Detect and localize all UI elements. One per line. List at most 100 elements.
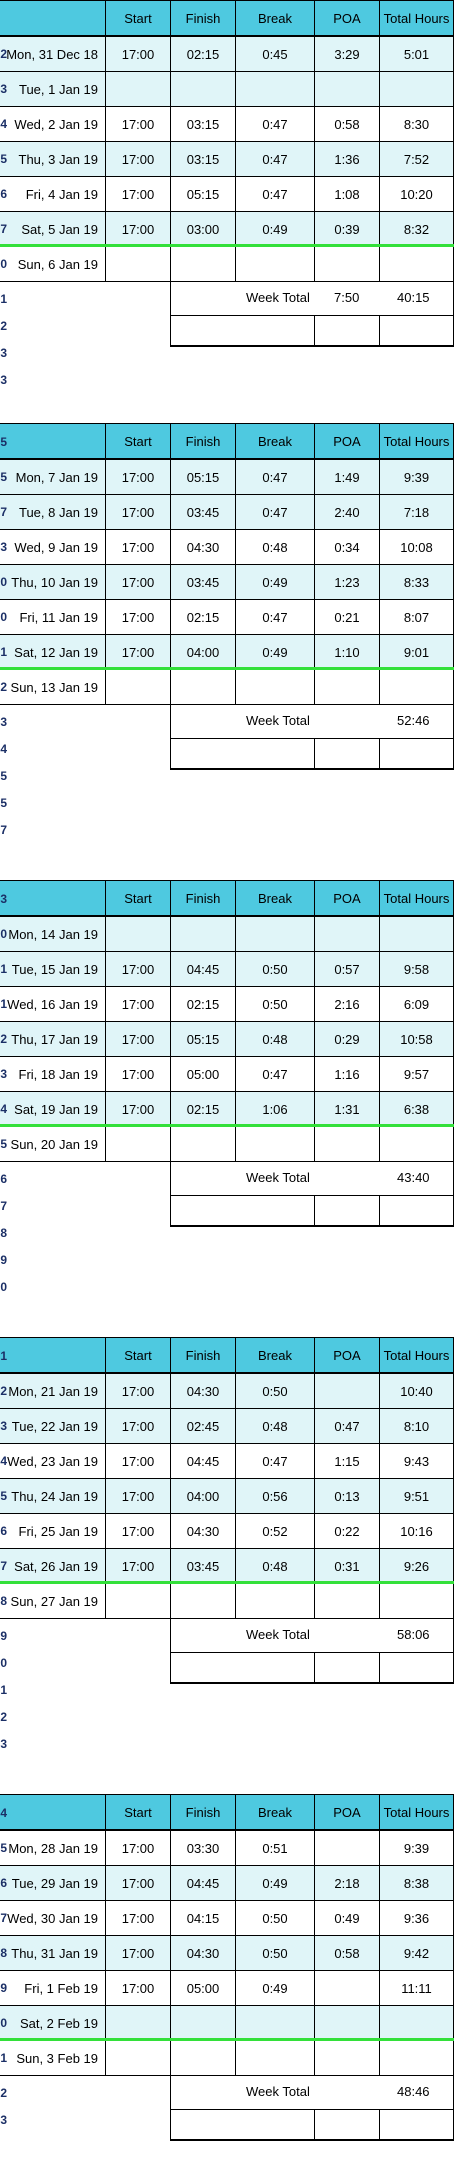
finish-cell[interactable]: 04:00	[170, 634, 236, 670]
finish-cell[interactable]: 02:45	[170, 1408, 236, 1444]
column-header-start[interactable]: Start	[105, 423, 171, 459]
poa-cell[interactable]: 0:21	[314, 599, 380, 635]
column-header-start[interactable]: Start	[105, 0, 171, 36]
break-cell[interactable]: 0:50	[235, 1373, 315, 1409]
poa-cell[interactable]	[314, 1583, 380, 1619]
break-cell[interactable]: 0:51	[235, 1830, 315, 1866]
poa-cell[interactable]: 1:08	[314, 176, 380, 212]
start-cell[interactable]: 17:00	[105, 106, 171, 142]
finish-cell[interactable]	[170, 1126, 236, 1162]
start-cell[interactable]: 17:00	[105, 529, 171, 565]
total-cell[interactable]	[379, 2040, 454, 2076]
column-header-total-hours[interactable]: Total Hours	[379, 423, 454, 459]
start-cell[interactable]: 17:00	[105, 951, 171, 987]
poa-cell[interactable]: 1:49	[314, 459, 380, 495]
column-header-poa[interactable]: POA	[314, 1337, 380, 1373]
break-cell[interactable]	[235, 669, 315, 705]
total-cell[interactable]: 11:11	[379, 1970, 454, 2006]
break-cell[interactable]: 0:56	[235, 1478, 315, 1514]
total-cell[interactable]	[379, 2005, 454, 2041]
poa-cell[interactable]: 0:47	[314, 1408, 380, 1444]
start-cell[interactable]	[105, 669, 171, 705]
column-header-break[interactable]: Break	[235, 1337, 315, 1373]
total-cell[interactable]: 9:39	[379, 459, 454, 495]
poa-cell[interactable]: 0:49	[314, 1900, 380, 1936]
column-header-total-hours[interactable]: Total Hours	[379, 0, 454, 36]
break-cell[interactable]	[235, 1126, 315, 1162]
start-cell[interactable]: 17:00	[105, 1900, 171, 1936]
start-cell[interactable]: 17:00	[105, 1970, 171, 2006]
start-cell[interactable]: 17:00	[105, 1056, 171, 1092]
break-cell[interactable]: 0:47	[235, 599, 315, 635]
poa-cell[interactable]: 0:39	[314, 211, 380, 247]
poa-cell[interactable]: 0:57	[314, 951, 380, 987]
poa-cell[interactable]: 1:23	[314, 564, 380, 600]
poa-cell[interactable]: 2:40	[314, 494, 380, 530]
finish-cell[interactable]: 03:45	[170, 494, 236, 530]
column-header-poa[interactable]: POA	[314, 0, 380, 36]
break-cell[interactable]: 0:49	[235, 1970, 315, 2006]
break-cell[interactable]: 0:50	[235, 986, 315, 1022]
total-cell[interactable]: 8:30	[379, 106, 454, 142]
finish-cell[interactable]: 02:15	[170, 986, 236, 1022]
break-cell[interactable]: 0:49	[235, 634, 315, 670]
start-cell[interactable]: 17:00	[105, 211, 171, 247]
finish-cell[interactable]: 02:15	[170, 599, 236, 635]
total-cell[interactable]: 8:07	[379, 599, 454, 635]
break-cell[interactable]: 0:48	[235, 529, 315, 565]
break-cell[interactable]: 0:47	[235, 141, 315, 177]
poa-cell[interactable]	[314, 916, 380, 952]
finish-cell[interactable]: 03:15	[170, 141, 236, 177]
break-cell[interactable]: 0:48	[235, 1408, 315, 1444]
break-cell[interactable]: 1:06	[235, 1091, 315, 1127]
total-cell[interactable]: 10:40	[379, 1373, 454, 1409]
finish-cell[interactable]: 04:30	[170, 529, 236, 565]
break-cell[interactable]: 0:50	[235, 951, 315, 987]
break-cell[interactable]: 0:48	[235, 1021, 315, 1057]
start-cell[interactable]	[105, 2040, 171, 2076]
break-cell[interactable]: 0:47	[235, 459, 315, 495]
total-cell[interactable]: 9:57	[379, 1056, 454, 1092]
poa-cell[interactable]: 0:13	[314, 1478, 380, 1514]
break-cell[interactable]: 0:47	[235, 176, 315, 212]
total-cell[interactable]	[379, 669, 454, 705]
start-cell[interactable]: 17:00	[105, 1443, 171, 1479]
start-cell[interactable]: 17:00	[105, 494, 171, 530]
break-cell[interactable]	[235, 916, 315, 952]
poa-cell[interactable]: 1:31	[314, 1091, 380, 1127]
column-header-start[interactable]: Start	[105, 1794, 171, 1830]
total-cell[interactable]: 9:26	[379, 1548, 454, 1584]
start-cell[interactable]: 17:00	[105, 986, 171, 1022]
finish-cell[interactable]: 04:45	[170, 1443, 236, 1479]
total-cell[interactable]: 9:42	[379, 1935, 454, 1971]
finish-cell[interactable]: 03:45	[170, 564, 236, 600]
column-header-break[interactable]: Break	[235, 0, 315, 36]
start-cell[interactable]: 17:00	[105, 36, 171, 72]
break-cell[interactable]	[235, 2005, 315, 2041]
poa-cell[interactable]: 0:34	[314, 529, 380, 565]
total-cell[interactable]	[379, 246, 454, 282]
break-cell[interactable]	[235, 1583, 315, 1619]
finish-cell[interactable]: 04:15	[170, 1900, 236, 1936]
column-header-finish[interactable]: Finish	[170, 1337, 236, 1373]
start-cell[interactable]: 17:00	[105, 1091, 171, 1127]
finish-cell[interactable]	[170, 916, 236, 952]
column-header-total-hours[interactable]: Total Hours	[379, 1794, 454, 1830]
poa-cell[interactable]	[314, 246, 380, 282]
break-cell[interactable]: 0:50	[235, 1900, 315, 1936]
total-cell[interactable]: 6:09	[379, 986, 454, 1022]
total-cell[interactable]: 8:33	[379, 564, 454, 600]
column-header-poa[interactable]: POA	[314, 423, 380, 459]
break-cell[interactable]	[235, 2040, 315, 2076]
start-cell[interactable]: 17:00	[105, 176, 171, 212]
break-cell[interactable]: 0:47	[235, 1056, 315, 1092]
start-cell[interactable]: 17:00	[105, 1478, 171, 1514]
total-cell[interactable]: 9:01	[379, 634, 454, 670]
poa-cell[interactable]	[314, 669, 380, 705]
finish-cell[interactable]: 04:45	[170, 951, 236, 987]
total-cell[interactable]: 8:38	[379, 1865, 454, 1901]
total-cell[interactable]: 6:38	[379, 1091, 454, 1127]
total-cell[interactable]	[379, 1583, 454, 1619]
start-cell[interactable]	[105, 1583, 171, 1619]
break-cell[interactable]: 0:47	[235, 494, 315, 530]
